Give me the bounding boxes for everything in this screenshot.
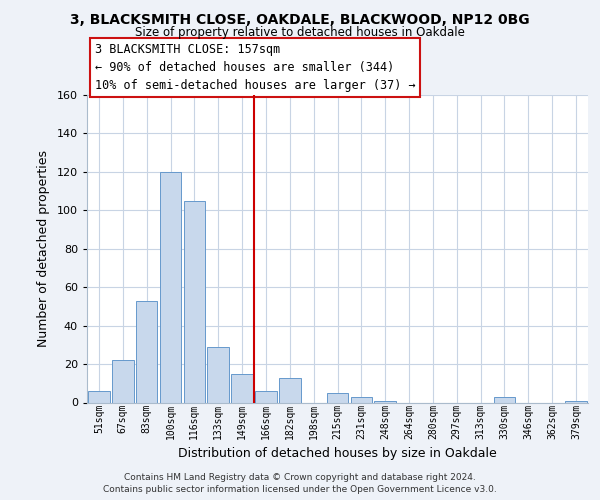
Y-axis label: Number of detached properties: Number of detached properties [37, 150, 50, 347]
Bar [184, 200, 205, 402]
Bar [565, 400, 587, 402]
Bar [112, 360, 134, 403]
Bar [374, 400, 396, 402]
Bar [279, 378, 301, 402]
Bar [494, 396, 515, 402]
Text: Contains HM Land Registry data © Crown copyright and database right 2024.: Contains HM Land Registry data © Crown c… [124, 472, 476, 482]
Bar [255, 391, 277, 402]
Text: Contains public sector information licensed under the Open Government Licence v3: Contains public sector information licen… [103, 485, 497, 494]
Text: 3, BLACKSMITH CLOSE, OAKDALE, BLACKWOOD, NP12 0BG: 3, BLACKSMITH CLOSE, OAKDALE, BLACKWOOD,… [70, 12, 530, 26]
Bar [136, 300, 157, 402]
Bar [160, 172, 181, 402]
Bar [232, 374, 253, 402]
Text: Size of property relative to detached houses in Oakdale: Size of property relative to detached ho… [135, 26, 465, 39]
Bar [350, 396, 372, 402]
Bar [88, 391, 110, 402]
Bar [208, 347, 229, 403]
X-axis label: Distribution of detached houses by size in Oakdale: Distribution of detached houses by size … [178, 448, 497, 460]
Text: 3 BLACKSMITH CLOSE: 157sqm
← 90% of detached houses are smaller (344)
10% of sem: 3 BLACKSMITH CLOSE: 157sqm ← 90% of deta… [95, 43, 415, 92]
Bar [327, 393, 348, 402]
